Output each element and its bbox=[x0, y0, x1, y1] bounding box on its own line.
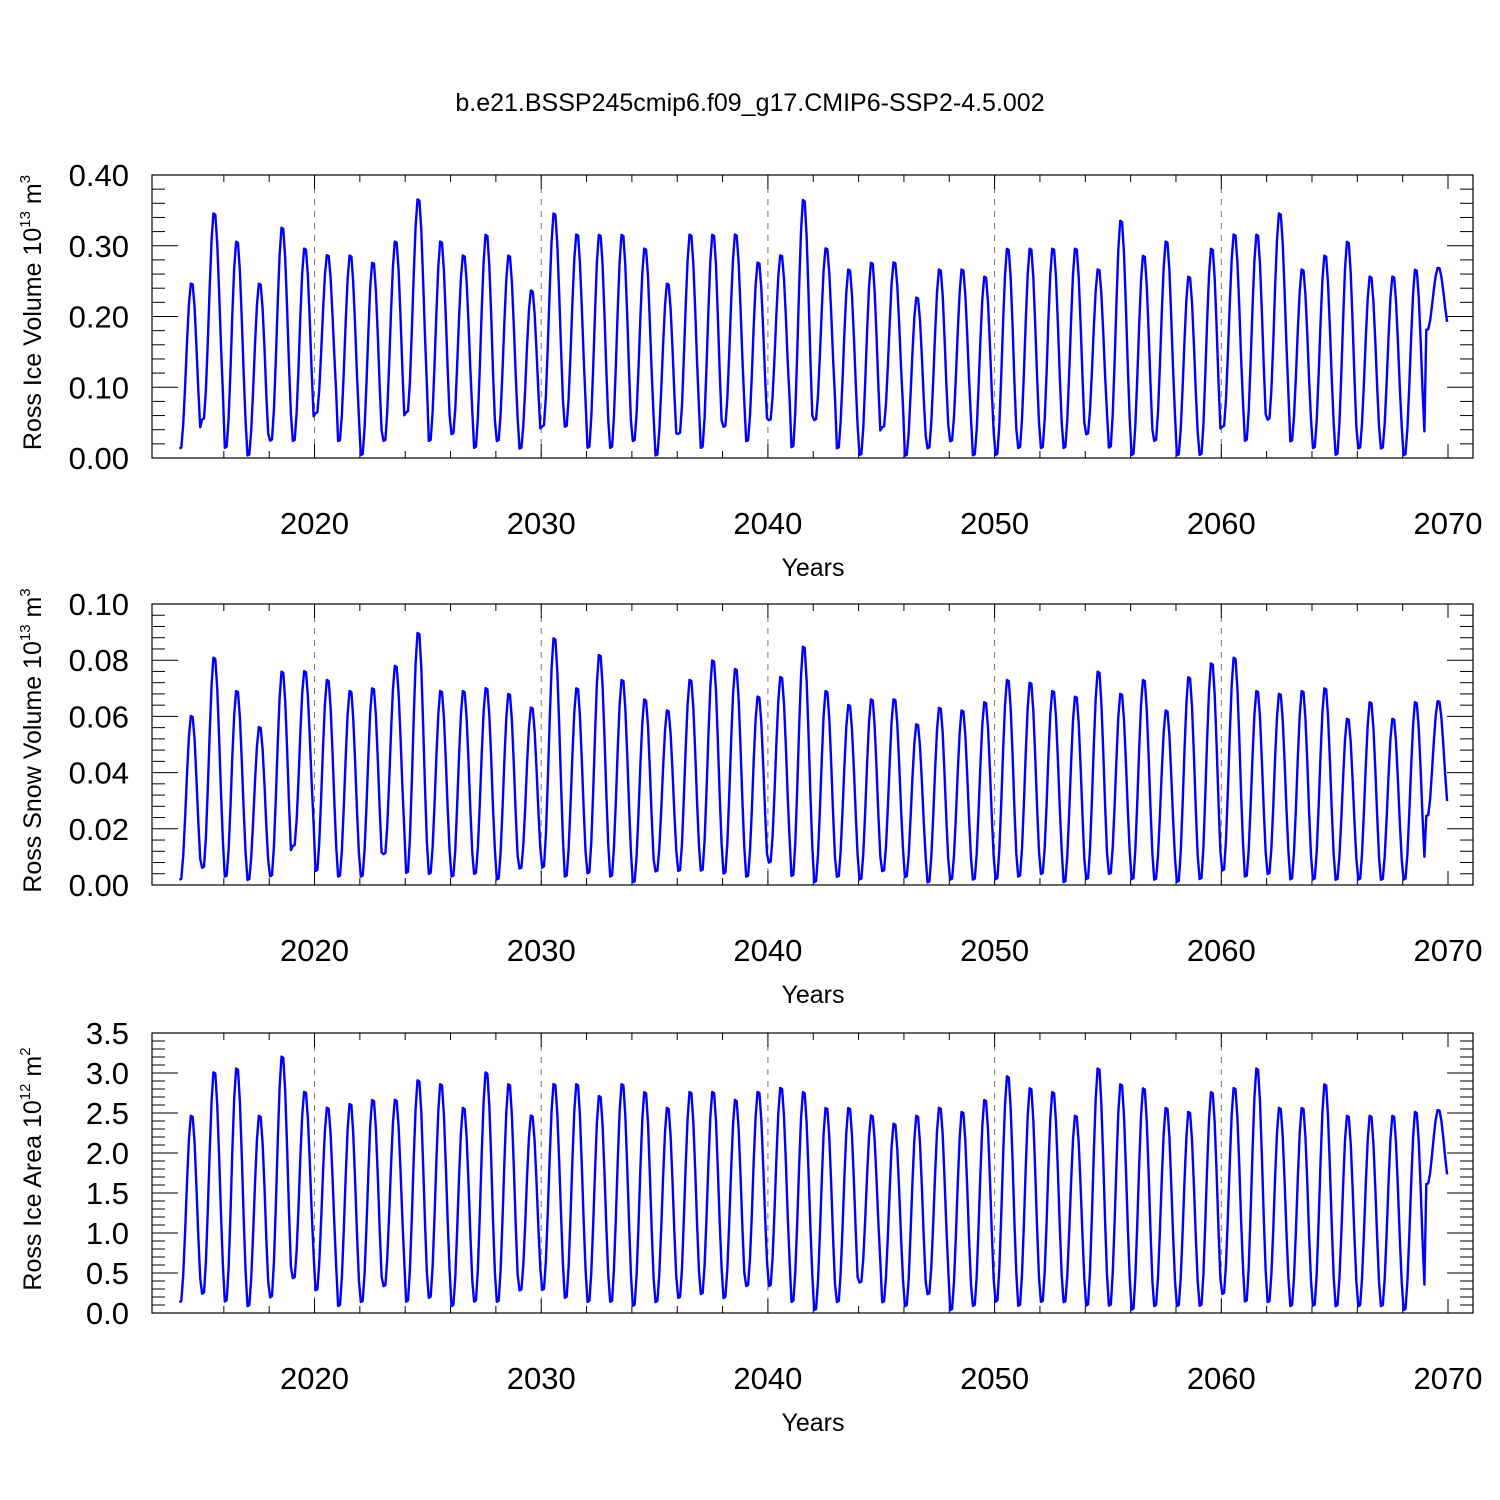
y-axis-label-ylabel: Ross Ice Area 10 bbox=[19, 1100, 47, 1290]
y-tick-label: 0.30 bbox=[69, 229, 129, 264]
x-tick-label: 2060 bbox=[1187, 933, 1256, 968]
y-tick-label: 0.10 bbox=[69, 370, 129, 405]
x-tick-label: 2020 bbox=[280, 506, 349, 541]
y-axis-label-ylabel-unit: m bbox=[19, 183, 47, 211]
x-tick-label: 2030 bbox=[507, 1361, 576, 1396]
y-axis-label: Ross Ice Volume 1013 m3 bbox=[17, 175, 47, 450]
chart-panel-2: 2020 2030 2040 2050 2060 2070 0.00 0.02 0.04 0.06… bbox=[17, 587, 1482, 1009]
y-tick-label: 0.40 bbox=[69, 158, 129, 193]
series-line bbox=[178, 631, 1449, 884]
x-tick-label: 2070 bbox=[1414, 506, 1483, 541]
y-tick-label: 1.0 bbox=[86, 1216, 129, 1251]
y-axis-label-ylabel-unit: m bbox=[19, 597, 47, 625]
x-axis-label: Years bbox=[781, 554, 844, 582]
y-tick-label: 0.10 bbox=[69, 587, 129, 622]
y-tick-label: 3.0 bbox=[86, 1056, 129, 1091]
y-axis-label-ylabel: Ross Ice Volume 10 bbox=[19, 228, 47, 450]
y-axis-label-ylabel-exp: 12 bbox=[17, 1084, 34, 1101]
series-line bbox=[178, 198, 1449, 457]
series-line bbox=[178, 1055, 1449, 1312]
x-tick-label: 2020 bbox=[280, 933, 349, 968]
plot-frame bbox=[151, 603, 1474, 886]
x-tick-label: 2040 bbox=[733, 506, 802, 541]
x-tick-label: 2070 bbox=[1414, 933, 1483, 968]
y-tick-label: 1.5 bbox=[86, 1176, 129, 1211]
y-axis-label-ylabel-unit-exp: 2 bbox=[17, 1047, 34, 1055]
y-axis-label: Ross Snow Volume 1013 m3 bbox=[17, 588, 47, 892]
x-tick-label: 2050 bbox=[960, 933, 1029, 968]
y-tick-label: 2.5 bbox=[86, 1096, 129, 1131]
y-tick-label: 0.00 bbox=[69, 868, 129, 903]
y-tick-label: 0.00 bbox=[69, 441, 129, 476]
chart-panel-1: 2020 2030 2040 2050 2060 2070 0.00 0.10 0.20 0.30… bbox=[17, 158, 1482, 582]
y-tick-label: 0.0 bbox=[86, 1296, 129, 1331]
y-tick-label: 0.04 bbox=[69, 756, 129, 791]
x-axis-label: Years bbox=[781, 981, 844, 1009]
x-tick-label: 2070 bbox=[1414, 1361, 1483, 1396]
chart-title: b.e21.BSSP245cmip6.f09_g17.CMIP6-SSP2-4.… bbox=[455, 89, 1044, 117]
x-tick-label: 2030 bbox=[507, 506, 576, 541]
y-tick-label: 0.06 bbox=[69, 699, 129, 734]
y-tick-label: 0.5 bbox=[86, 1256, 129, 1291]
plot-frame bbox=[151, 1032, 1474, 1314]
y-tick-label: 3.5 bbox=[86, 1016, 129, 1051]
y-tick-label: 2.0 bbox=[86, 1136, 129, 1171]
chart-panel-3: 2020 2030 2040 2050 2060 2070 0.0 0.5 1.0 1.5 2.0 2… bbox=[17, 1016, 1482, 1437]
x-tick-label: 2040 bbox=[733, 1361, 802, 1396]
y-axis-label-ylabel-unit-exp: 3 bbox=[17, 588, 34, 596]
x-tick-label: 2040 bbox=[733, 933, 802, 968]
y-axis-label-ylabel: Ross Snow Volume 10 bbox=[19, 641, 47, 893]
y-tick-label: 0.08 bbox=[69, 643, 129, 678]
y-axis-label: Ross Ice Area 1012 m2 bbox=[17, 1047, 47, 1290]
x-tick-label: 2060 bbox=[1187, 506, 1256, 541]
y-axis-label-ylabel-exp: 13 bbox=[17, 624, 34, 641]
x-tick-label: 2050 bbox=[960, 506, 1029, 541]
y-axis-label-ylabel-unit: m bbox=[19, 1056, 47, 1084]
y-axis-label-ylabel-unit-exp: 3 bbox=[17, 175, 34, 183]
y-axis-label-ylabel-exp: 13 bbox=[17, 211, 34, 228]
y-tick-label: 0.20 bbox=[69, 300, 129, 335]
y-tick-label: 0.02 bbox=[69, 812, 129, 847]
x-tick-label: 2060 bbox=[1187, 1361, 1256, 1396]
x-axis-label: Years bbox=[781, 1409, 844, 1437]
x-tick-label: 2050 bbox=[960, 1361, 1029, 1396]
x-tick-label: 2030 bbox=[507, 933, 576, 968]
x-tick-label: 2020 bbox=[280, 1361, 349, 1396]
